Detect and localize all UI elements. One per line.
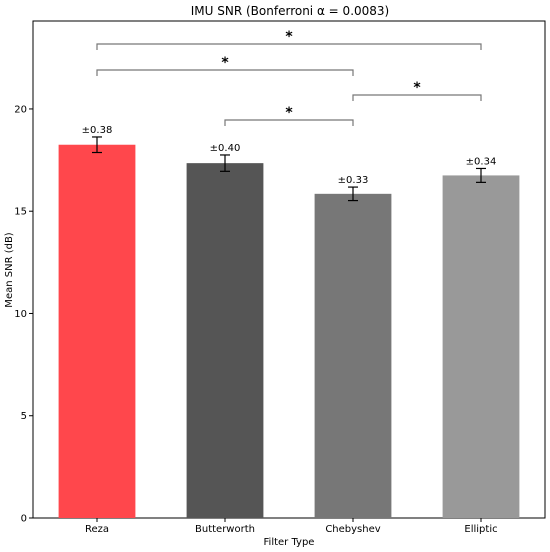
bar-elliptic bbox=[442, 175, 520, 518]
y-tick-label-0: 0 bbox=[21, 514, 27, 525]
y-tick-label-5: 5 bbox=[21, 411, 27, 422]
error-label-reza: ±0.38 bbox=[82, 125, 113, 136]
error-label-butterworth: ±0.40 bbox=[210, 143, 241, 154]
plot-frame bbox=[32, 20, 546, 519]
significance-bracket-1 bbox=[96, 43, 482, 50]
chart-title: IMU SNR (Bonferroni α = 0.0083) bbox=[191, 4, 389, 18]
significance-star-4: * bbox=[285, 105, 293, 121]
y-tick-label-20: 20 bbox=[14, 104, 27, 115]
y-axis-title: Mean SNR (dB) bbox=[4, 232, 15, 307]
bar-reza bbox=[58, 144, 136, 518]
y-tick-label-10: 10 bbox=[14, 309, 27, 320]
significance-bracket-3 bbox=[352, 94, 482, 101]
x-tick-label-elliptic: Elliptic bbox=[464, 524, 497, 535]
x-tick-label-butterworth: Butterworth bbox=[195, 524, 255, 535]
significance-bracket-4 bbox=[224, 119, 354, 126]
significance-star-2: * bbox=[221, 55, 229, 71]
significance-star-3: * bbox=[413, 80, 421, 96]
significance-star-1: * bbox=[285, 29, 293, 45]
x-tick-label-chebyshev: Chebyshev bbox=[325, 524, 380, 535]
bar-chebyshev bbox=[314, 193, 392, 518]
x-tick-label-reza: Reza bbox=[85, 524, 109, 535]
error-label-elliptic: ±0.34 bbox=[466, 156, 497, 167]
bar-butterworth bbox=[186, 163, 264, 518]
x-axis-title: Filter Type bbox=[264, 537, 315, 548]
significance-bracket-2 bbox=[96, 69, 354, 76]
error-label-chebyshev: ±0.33 bbox=[338, 175, 369, 186]
y-tick-label-15: 15 bbox=[14, 207, 27, 218]
